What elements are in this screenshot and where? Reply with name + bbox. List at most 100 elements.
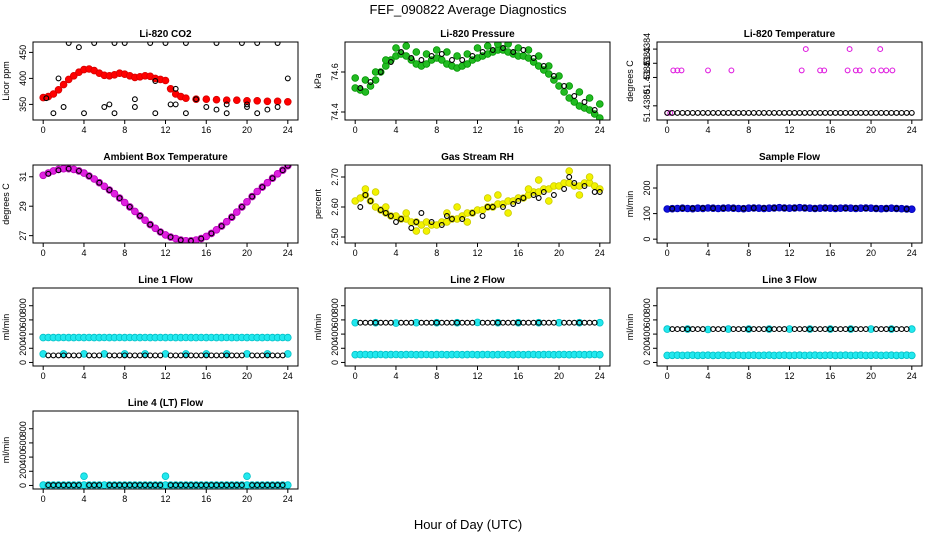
data-point bbox=[822, 205, 829, 211]
data-point bbox=[575, 88, 584, 96]
panel-4: Ambient Box Temperature 0 4 8 12 16 20 24 27 29 31… bbox=[1, 152, 299, 258]
x-axis-title: Hour of Day (UTC) bbox=[413, 517, 523, 532]
series-co2-hourly bbox=[43, 42, 291, 117]
y-axis-label: ml/min bbox=[313, 314, 323, 341]
data-point bbox=[540, 189, 547, 195]
data-point bbox=[203, 104, 210, 110]
data-point bbox=[182, 42, 189, 46]
x-tick-label: 16 bbox=[825, 248, 835, 258]
data-point bbox=[167, 234, 174, 241]
data-point bbox=[213, 42, 220, 46]
x-tick-label: 0 bbox=[353, 125, 358, 135]
data-point bbox=[50, 110, 57, 117]
data-point bbox=[351, 74, 360, 82]
data-point bbox=[504, 42, 512, 48]
data-point bbox=[412, 227, 421, 235]
data-point bbox=[862, 326, 869, 333]
x-tick-label: 0 bbox=[41, 494, 46, 504]
data-point bbox=[45, 170, 52, 177]
data-point bbox=[393, 219, 399, 225]
data-point bbox=[710, 205, 717, 212]
data-point bbox=[571, 93, 578, 99]
data-point bbox=[228, 214, 235, 221]
data-point bbox=[443, 213, 450, 219]
data-point bbox=[59, 80, 68, 89]
data-points bbox=[663, 325, 916, 360]
panel-title: Line 2 Flow bbox=[450, 275, 505, 286]
data-point bbox=[418, 210, 425, 216]
series-line-1-samples bbox=[39, 333, 292, 358]
data-point bbox=[837, 109, 844, 116]
data-point bbox=[585, 173, 594, 181]
data-point bbox=[812, 205, 818, 212]
x-tick-label: 12 bbox=[160, 248, 170, 258]
x-tick-label: 24 bbox=[595, 125, 605, 135]
data-point bbox=[689, 205, 696, 212]
data-point bbox=[428, 219, 435, 225]
data-point bbox=[43, 95, 50, 102]
data-points bbox=[39, 165, 292, 243]
x-tick-label: 24 bbox=[283, 494, 293, 504]
data-point bbox=[550, 192, 557, 198]
x-tick-label: 4 bbox=[81, 125, 86, 135]
data-point bbox=[259, 184, 266, 191]
data-point bbox=[422, 227, 431, 235]
data-point bbox=[877, 46, 884, 53]
data-point bbox=[283, 98, 292, 106]
data-point bbox=[903, 326, 910, 333]
y-tick-label: 51.4384 bbox=[642, 33, 652, 66]
data-point bbox=[398, 49, 405, 55]
y-tick-label: 400 bbox=[18, 450, 28, 465]
data-point bbox=[771, 109, 778, 116]
data-point bbox=[202, 95, 211, 103]
data-point bbox=[387, 213, 394, 219]
data-point bbox=[852, 67, 859, 74]
data-point bbox=[438, 222, 445, 228]
data-point bbox=[284, 165, 291, 169]
panel-title: Gas Stream RH bbox=[441, 152, 514, 163]
data-point bbox=[218, 223, 225, 230]
data-point bbox=[510, 49, 517, 55]
y-tick-label: 0 bbox=[642, 237, 652, 242]
data-point bbox=[402, 209, 411, 217]
data-point bbox=[473, 318, 482, 327]
data-point bbox=[137, 212, 143, 219]
data-point bbox=[418, 57, 425, 63]
data-point bbox=[699, 326, 706, 333]
panel-title: Li-820 CO2 bbox=[139, 29, 192, 40]
series-line-4-hourly bbox=[45, 482, 286, 489]
data-point bbox=[530, 192, 537, 198]
data-point bbox=[65, 42, 72, 46]
data-point bbox=[213, 106, 220, 113]
x-tick-label: 12 bbox=[160, 125, 170, 135]
data-point bbox=[392, 44, 400, 52]
data-point bbox=[524, 54, 533, 62]
data-point bbox=[274, 104, 281, 110]
x-tick-label: 24 bbox=[283, 125, 293, 135]
data-point bbox=[596, 114, 604, 120]
x-tick-label: 0 bbox=[41, 248, 46, 258]
x-tick-label: 8 bbox=[122, 371, 127, 381]
x-tick-label: 24 bbox=[595, 371, 605, 381]
x-tick-label: 0 bbox=[665, 248, 670, 258]
data-point bbox=[907, 325, 916, 333]
data-point bbox=[740, 109, 747, 116]
series-box-temp-hourly bbox=[45, 165, 291, 243]
data-point bbox=[101, 104, 108, 110]
data-point bbox=[403, 319, 410, 326]
x-tick-label: 12 bbox=[160, 371, 170, 381]
data-point bbox=[233, 208, 241, 216]
data-point bbox=[878, 109, 885, 116]
x-tick-label: 20 bbox=[242, 125, 252, 135]
data-point bbox=[70, 352, 77, 359]
data-point bbox=[91, 42, 98, 46]
data-point bbox=[898, 109, 905, 116]
data-point bbox=[367, 198, 374, 204]
data-point bbox=[663, 325, 671, 333]
data-point bbox=[730, 109, 737, 116]
data-point bbox=[883, 67, 890, 74]
x-tick-label: 4 bbox=[393, 125, 398, 135]
x-tick-label: 16 bbox=[201, 371, 211, 381]
data-point bbox=[283, 333, 292, 342]
